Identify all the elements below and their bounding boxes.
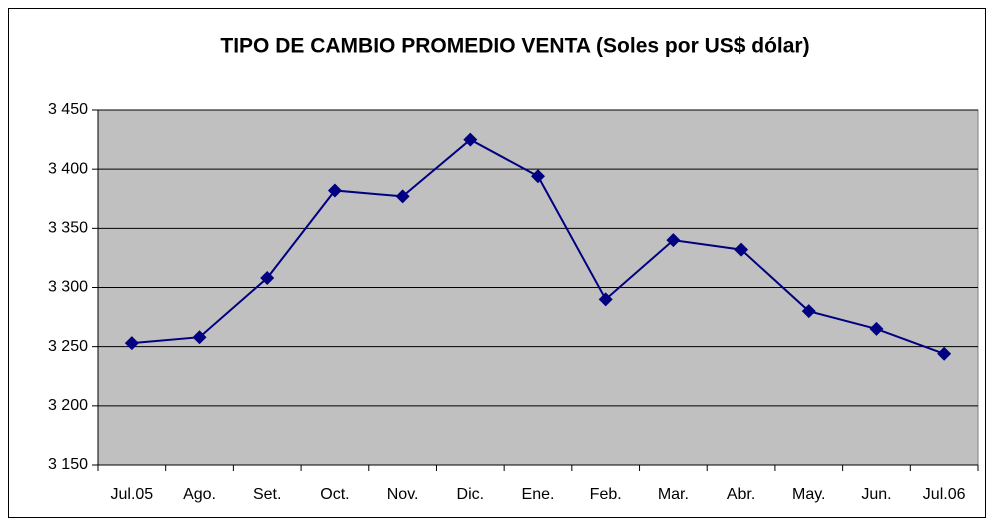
x-tick-label: Set. bbox=[253, 486, 281, 503]
point-marker bbox=[598, 292, 613, 307]
point-marker bbox=[395, 189, 410, 204]
x-tick-label: Abr. bbox=[727, 486, 755, 503]
x-tick-label: Jul.05 bbox=[110, 486, 153, 503]
point-marker bbox=[937, 346, 952, 361]
point-marker bbox=[734, 242, 749, 257]
point-marker bbox=[192, 330, 207, 345]
point-marker bbox=[327, 183, 342, 198]
x-tick-label: Feb. bbox=[590, 486, 622, 503]
x-tick-label: Oct. bbox=[320, 486, 349, 503]
x-tick-label: Dic. bbox=[457, 486, 485, 503]
y-tick-label: 3 450 bbox=[48, 101, 88, 118]
point-marker bbox=[666, 233, 681, 248]
y-tick-label: 3 150 bbox=[48, 456, 88, 473]
x-tick-label: Nov. bbox=[387, 486, 419, 503]
x-tick-label: Mar. bbox=[658, 486, 689, 503]
y-tick-label: 3 200 bbox=[48, 397, 88, 414]
point-marker bbox=[531, 169, 545, 184]
x-tick-label: Jul.06 bbox=[923, 486, 966, 503]
y-tick-label: 3 300 bbox=[48, 279, 88, 296]
x-tick-label: Ago. bbox=[183, 486, 216, 503]
x-tick-label: May. bbox=[792, 486, 825, 503]
point-marker bbox=[260, 271, 275, 286]
y-tick-label: 3 400 bbox=[48, 160, 88, 177]
x-tick-label: Ene. bbox=[522, 486, 555, 503]
point-marker bbox=[801, 304, 816, 319]
point-marker bbox=[124, 336, 139, 351]
y-tick-label: 3 250 bbox=[48, 338, 88, 355]
point-marker bbox=[869, 321, 884, 336]
y-tick-label: 3 350 bbox=[48, 220, 88, 237]
point-marker bbox=[463, 132, 478, 147]
chart-title: TIPO DE CAMBIO PROMEDIO VENTA (Soles por… bbox=[220, 35, 809, 58]
x-tick-label: Jun. bbox=[861, 486, 891, 503]
